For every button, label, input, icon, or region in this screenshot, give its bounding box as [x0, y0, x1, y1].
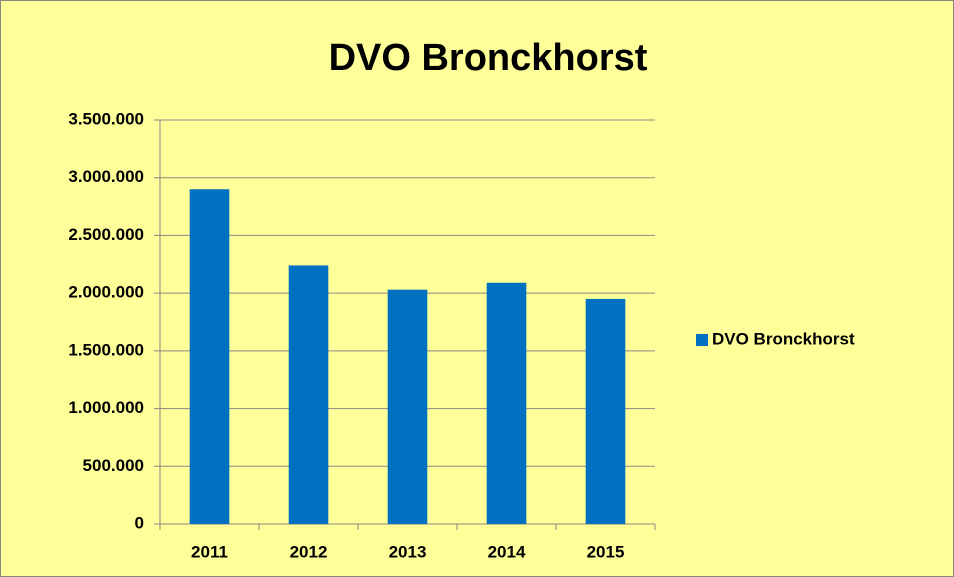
- y-tick-label: 500.000: [83, 456, 144, 475]
- y-tick-label: 1.500.000: [68, 340, 144, 359]
- y-tick-label: 2.500.000: [68, 225, 144, 244]
- x-tick-label: 2012: [290, 542, 328, 561]
- bar: [189, 189, 230, 524]
- bar: [288, 265, 329, 524]
- legend-label: DVO Bronckhorst: [712, 329, 855, 348]
- chart-title: DVO Bronckhorst: [329, 37, 648, 79]
- x-tick-label: 2014: [488, 542, 526, 561]
- y-tick-label: 0: [135, 513, 144, 532]
- legend-swatch: [696, 334, 708, 346]
- bar: [387, 289, 428, 524]
- bar: [585, 298, 626, 524]
- y-tick-label: 3.500.000: [68, 109, 144, 128]
- bar: [486, 282, 527, 524]
- y-tick-label: 3.000.000: [68, 167, 144, 186]
- y-tick-label: 1.000.000: [68, 398, 144, 417]
- x-tick-label: 2015: [587, 542, 625, 561]
- y-tick-label: 2.000.000: [68, 283, 144, 302]
- x-tick-label: 2013: [389, 542, 427, 561]
- x-tick-label: 2011: [191, 542, 228, 561]
